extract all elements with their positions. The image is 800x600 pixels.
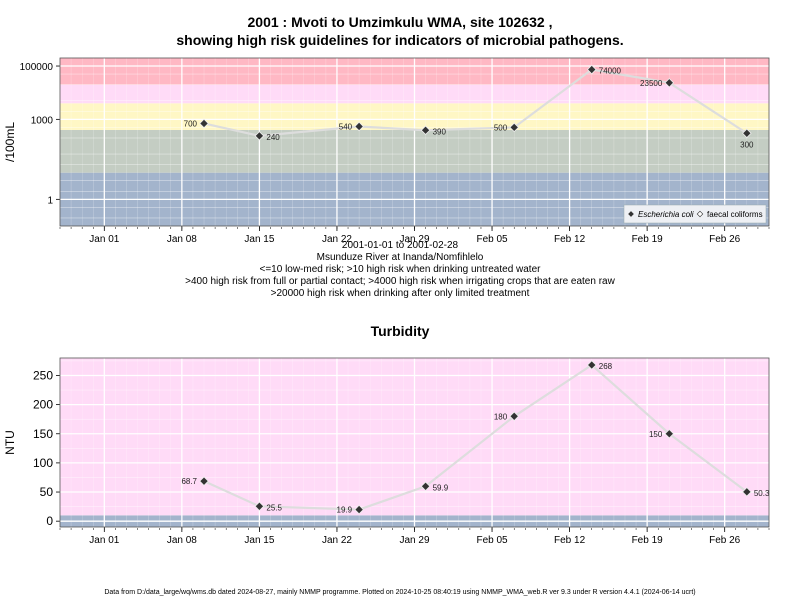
y-axis-label: /100mL: [3, 122, 17, 162]
x-tick-label: Jan 08: [167, 535, 197, 546]
data-label: 74000: [599, 67, 622, 76]
x-tick-label: Jan 08: [167, 234, 197, 245]
legend-label-faecal: faecal coliforms: [707, 210, 763, 219]
y-tick-label: 150: [33, 427, 53, 441]
y-tick-label: 100000: [20, 62, 54, 73]
y-tick-label: 250: [33, 368, 53, 382]
y-tick-label: 0: [46, 514, 53, 528]
x-tick-label: Jan 22: [322, 535, 352, 546]
data-point: [509, 411, 520, 422]
data-label: 68.7: [181, 477, 197, 486]
x-tick-label: Feb 26: [709, 535, 741, 546]
x-tick-label: Feb 26: [709, 234, 741, 245]
legend-label-ecoli: Escherichia coli: [638, 210, 694, 219]
x-tick-label: Jan 15: [244, 535, 274, 546]
data-label: 268: [599, 362, 613, 371]
y-tick-label: 1000: [31, 115, 54, 126]
data-label: 150: [649, 430, 663, 439]
x-tick-label: Feb 12: [554, 535, 586, 546]
x-tick-label: Jan 01: [89, 234, 119, 245]
data-point: [354, 504, 364, 515]
data-point: [354, 121, 364, 132]
y-tick-label: 200: [33, 398, 53, 412]
y-tick-label: 1: [47, 195, 53, 206]
legend-box: [623, 204, 767, 224]
x-tick-label: Jan 22: [322, 234, 352, 245]
data-label: 700: [184, 119, 198, 128]
data-point: [420, 481, 431, 492]
data-point: [586, 360, 597, 370]
x-tick-label: Jan 15: [244, 234, 274, 245]
series-line: [203, 68, 748, 137]
data-label: 50.3: [754, 489, 770, 498]
data-point: [420, 125, 431, 136]
data-point: [199, 476, 209, 486]
footer-note: Data from D:/data_large/wq/wms.db dated …: [104, 589, 696, 596]
x-tick-label: Jan 01: [89, 535, 119, 546]
data-label: 500: [494, 123, 508, 132]
data-point: [509, 122, 520, 133]
data-label: 23500: [640, 79, 663, 88]
chart-title-line1: 2001 : Mvoti to Umzimkulu WMA, site 1026…: [247, 14, 553, 30]
plot-frame: [59, 357, 770, 528]
data-point: [254, 501, 265, 512]
data-label: 540: [339, 122, 353, 131]
data-point: [742, 487, 752, 497]
x-tick-label: Feb 19: [632, 535, 664, 546]
data-point: [664, 77, 675, 88]
y-tick-label: 100: [33, 456, 53, 470]
data-label: 25.5: [266, 503, 282, 512]
chart-title-line2: showing high risk guidelines for indicat…: [176, 32, 624, 48]
data-label: 59.9: [433, 483, 449, 492]
legend-marker-faecal: [696, 210, 704, 218]
plot-frame: [59, 57, 770, 227]
site-location: Msunduze River at Inanda/Nomfihlelo: [316, 252, 484, 263]
x-tick-label: Feb 19: [632, 234, 664, 245]
data-label: 180: [494, 412, 508, 421]
risk-guideline-3: >20000 high risk when drinking after onl…: [270, 288, 530, 299]
risk-guideline-2: >400 high risk from full or partial cont…: [185, 276, 615, 287]
data-label: 390: [433, 127, 447, 136]
y-tick-label: 50: [40, 485, 54, 499]
turbidity-title: Turbidity: [370, 323, 430, 339]
data-point: [664, 428, 675, 439]
x-tick-label: Jan 29: [399, 234, 429, 245]
x-tick-label: Feb 12: [554, 234, 586, 245]
data-label: 240: [266, 133, 280, 142]
data-point: [199, 118, 209, 129]
x-tick-label: Feb 05: [476, 535, 508, 546]
chart-2: 0 50 100 150 200 250 Jan 01 Jan 08 Jan 15 Jan 22 J…: [3, 357, 770, 546]
chart-1: 1 1000 100000 Jan 01 Jan 08 Jan 15 Jan 22 Jan 2…: [3, 57, 770, 245]
risk-guideline-1: <=10 low-med risk; >10 high risk when dr…: [259, 264, 541, 275]
data-point: [586, 64, 597, 75]
data-point: [254, 131, 265, 141]
x-tick-label: Jan 29: [399, 535, 429, 546]
series-line: [203, 363, 748, 511]
data-label: 300: [740, 140, 754, 149]
x-tick-label: Feb 05: [476, 234, 508, 245]
y-axis-label: NTU: [3, 430, 17, 455]
data-label: 19.9: [337, 506, 353, 515]
date-range: 2001-01-01 to 2001-02-28: [341, 240, 459, 251]
legend-marker-ecoli: [628, 211, 634, 217]
data-point: [742, 128, 752, 139]
